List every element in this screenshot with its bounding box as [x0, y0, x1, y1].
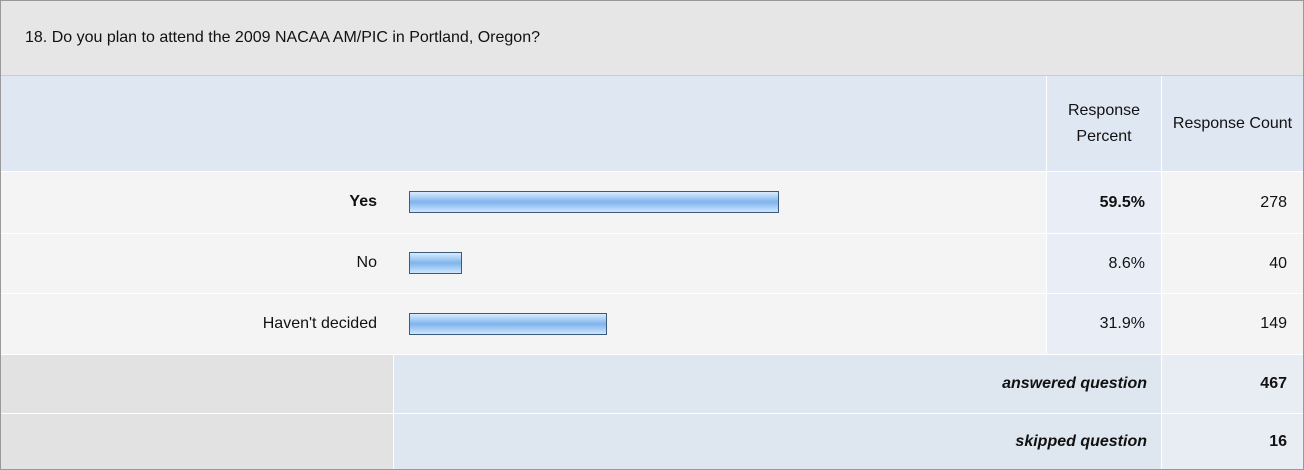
percent-cell: 59.5%: [1046, 171, 1161, 233]
question-title: 18. Do you plan to attend the 2009 NACAA…: [1, 1, 1303, 76]
row-label: No: [356, 254, 377, 271]
header-count: Response Count: [1161, 76, 1303, 171]
row-label: Haven't decided: [262, 314, 377, 332]
percent-bar: [409, 312, 608, 335]
percent-cell: 8.6%: [1046, 233, 1161, 293]
summary-count: 16: [1161, 413, 1303, 469]
header-percent: Response Percent: [1046, 76, 1161, 171]
percent-bar: [409, 191, 780, 213]
summary-label: answered question: [393, 354, 1161, 413]
summary-left: [1, 354, 393, 413]
percent-cell: 31.9%: [1046, 293, 1161, 354]
summary-label: skipped question: [393, 413, 1161, 469]
percent-bar: [409, 252, 463, 274]
count-cell: 40: [1161, 233, 1303, 293]
row-label: Yes: [349, 193, 377, 210]
header-row: [1, 76, 1303, 171]
count-cell: 278: [1161, 171, 1303, 233]
count-cell: 149: [1161, 293, 1303, 354]
summary-count: 467: [1161, 354, 1303, 413]
summary-left: [1, 413, 393, 469]
